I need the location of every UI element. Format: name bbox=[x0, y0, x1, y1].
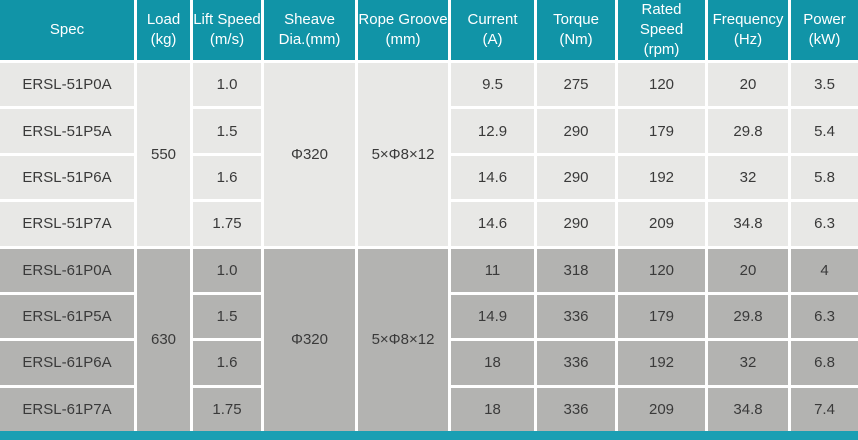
load-cell: 630 bbox=[137, 248, 190, 431]
col-header-label: Current bbox=[467, 11, 518, 28]
current-cell: 14.6 bbox=[451, 155, 534, 200]
rope-groove-cell: 5×Φ8×12 bbox=[358, 248, 448, 431]
col-header-current: Current (A) bbox=[451, 0, 534, 60]
torque-cell: 290 bbox=[537, 109, 615, 153]
spec-cell: ERSL-61P6A bbox=[0, 341, 134, 385]
col-header-label: Load bbox=[146, 11, 181, 28]
load-cell: 550 bbox=[137, 63, 190, 246]
current-cell: 11 bbox=[451, 248, 534, 292]
lift-speed-cell: 1.5 bbox=[193, 294, 261, 339]
spec-cell: ERSL-51P5A bbox=[0, 109, 134, 153]
current-cell: 18 bbox=[451, 341, 534, 385]
col-header-lift-speed: Lift Speed (m/s) bbox=[193, 0, 261, 60]
rated-speed-cell: 192 bbox=[618, 341, 705, 385]
lift-speed-cell: 1.0 bbox=[193, 248, 261, 292]
col-header-unit: (Nm) bbox=[559, 31, 593, 48]
col-header-unit: Dia.(mm) bbox=[278, 31, 341, 48]
rated-speed-cell: 209 bbox=[618, 202, 705, 246]
torque-cell: 275 bbox=[537, 63, 615, 107]
col-header-unit: (rpm) bbox=[643, 41, 680, 58]
spec-cell: ERSL-51P0A bbox=[0, 63, 134, 107]
torque-cell: 290 bbox=[537, 155, 615, 200]
col-header-unit: (kW) bbox=[808, 31, 841, 48]
power-cell: 6.8 bbox=[791, 341, 858, 385]
frequency-cell: 34.8 bbox=[708, 387, 788, 431]
col-header-unit: (m/s) bbox=[209, 31, 245, 48]
torque-cell: 336 bbox=[537, 387, 615, 431]
col-header-load: Load (kg) bbox=[137, 0, 190, 60]
col-header-label: Rated Speed bbox=[639, 1, 684, 38]
col-header-power: Power (kW) bbox=[791, 0, 858, 60]
col-header-frequency: Frequency (Hz) bbox=[708, 0, 788, 60]
current-cell: 18 bbox=[451, 387, 534, 431]
power-cell: 5.4 bbox=[791, 109, 858, 153]
spec-cell: ERSL-61P5A bbox=[0, 294, 134, 339]
col-header-label: Power bbox=[803, 11, 846, 28]
sheave-dia-cell: Φ320 bbox=[264, 248, 355, 431]
power-cell: 4 bbox=[791, 248, 858, 292]
col-header-sheave-dia: Sheave Dia.(mm) bbox=[264, 0, 355, 60]
col-header-label: Spec bbox=[49, 21, 85, 38]
sheave-dia-cell: Φ320 bbox=[264, 63, 355, 246]
footer-accent-bar bbox=[0, 431, 858, 440]
power-cell: 6.3 bbox=[791, 202, 858, 246]
col-header-label: Rope Groove bbox=[358, 11, 448, 28]
frequency-cell: 34.8 bbox=[708, 202, 788, 246]
frequency-cell: 29.8 bbox=[708, 294, 788, 339]
frequency-cell: 20 bbox=[708, 63, 788, 107]
rated-speed-cell: 120 bbox=[618, 248, 705, 292]
col-header-rated-speed: Rated Speed (rpm) bbox=[618, 0, 705, 60]
current-cell: 9.5 bbox=[451, 63, 534, 107]
col-header-label: Lift Speed bbox=[193, 11, 261, 28]
torque-cell: 290 bbox=[537, 202, 615, 246]
rope-groove-cell: 5×Φ8×12 bbox=[358, 63, 448, 246]
col-header-unit: (Hz) bbox=[733, 31, 763, 48]
col-header-torque: Torque (Nm) bbox=[537, 0, 615, 60]
rated-speed-cell: 120 bbox=[618, 63, 705, 107]
spec-cell: ERSL-51P7A bbox=[0, 202, 134, 246]
current-cell: 14.6 bbox=[451, 202, 534, 246]
power-cell: 7.4 bbox=[791, 387, 858, 431]
col-header-rope-groove: Rope Groove (mm) bbox=[358, 0, 448, 60]
col-header-spec: Spec bbox=[0, 0, 134, 60]
lift-speed-cell: 1.75 bbox=[193, 387, 261, 431]
current-cell: 12.9 bbox=[451, 109, 534, 153]
lift-speed-cell: 1.6 bbox=[193, 341, 261, 385]
frequency-cell: 32 bbox=[708, 341, 788, 385]
col-header-unit: (A) bbox=[482, 31, 503, 48]
frequency-cell: 20 bbox=[708, 248, 788, 292]
spec-cell: ERSL-51P6A bbox=[0, 155, 134, 200]
torque-cell: 336 bbox=[537, 341, 615, 385]
lift-speed-cell: 1.75 bbox=[193, 202, 261, 246]
spec-cell: ERSL-61P0A bbox=[0, 248, 134, 292]
rated-speed-cell: 209 bbox=[618, 387, 705, 431]
power-cell: 3.5 bbox=[791, 63, 858, 107]
spec-table: Spec Load (kg) Lift Speed (m/s) Sheave Dia.… bbox=[0, 0, 858, 431]
lift-speed-cell: 1.0 bbox=[193, 63, 261, 107]
col-header-unit: (kg) bbox=[150, 31, 177, 48]
col-header-unit: (mm) bbox=[385, 31, 421, 48]
torque-cell: 318 bbox=[537, 248, 615, 292]
power-cell: 5.8 bbox=[791, 155, 858, 200]
frequency-cell: 32 bbox=[708, 155, 788, 200]
rated-speed-cell: 179 bbox=[618, 109, 705, 153]
lift-speed-cell: 1.6 bbox=[193, 155, 261, 200]
frequency-cell: 29.8 bbox=[708, 109, 788, 153]
spec-cell: ERSL-61P7A bbox=[0, 387, 134, 431]
lift-speed-cell: 1.5 bbox=[193, 109, 261, 153]
current-cell: 14.9 bbox=[451, 294, 534, 339]
power-cell: 6.3 bbox=[791, 294, 858, 339]
col-header-label: Sheave bbox=[284, 11, 335, 28]
col-header-label: Frequency bbox=[712, 11, 784, 28]
rated-speed-cell: 179 bbox=[618, 294, 705, 339]
col-header-label: Torque bbox=[553, 11, 599, 28]
rated-speed-cell: 192 bbox=[618, 155, 705, 200]
torque-cell: 336 bbox=[537, 294, 615, 339]
